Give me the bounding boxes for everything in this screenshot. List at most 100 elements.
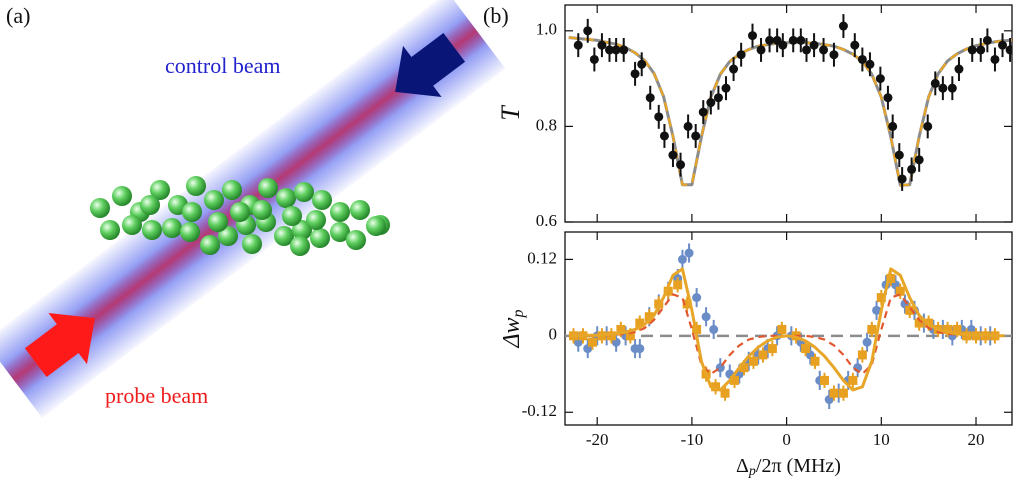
data-point [954,64,964,74]
data-point [673,280,683,290]
data-point [721,83,731,93]
data-point [767,344,777,354]
data-point [883,93,893,103]
data-point [692,293,702,303]
data-point [886,273,896,283]
data-point [611,45,621,55]
atom [274,226,294,246]
data-point [947,83,957,93]
atom [350,200,370,220]
panel-label: (a) [6,3,30,28]
data-point [729,64,739,74]
data-point [862,337,872,347]
data-point [587,337,597,347]
fit-curve [568,36,1012,187]
x-tick-label: -10 [681,430,704,449]
data-point [597,40,607,50]
data-point [682,299,692,309]
atom [140,195,160,215]
atom [330,222,350,242]
data-point [998,40,1008,50]
data-point [684,248,694,258]
atom [100,220,120,240]
data-point [865,59,875,69]
data-point [829,388,839,398]
atom [150,180,170,200]
data-point [709,324,719,334]
data-point [637,59,647,69]
atom [200,235,220,255]
atom [252,200,272,220]
x-tick-label: 20 [968,430,985,449]
data-point [894,150,904,160]
data-point [616,324,626,334]
atom [290,236,310,256]
probe-label: probe beam [105,383,208,408]
data-point [706,98,716,108]
data-point [819,45,829,55]
data-point [875,74,885,84]
data-point [838,388,848,398]
data-point [720,388,730,398]
label-rest: /2π (MHz) [756,455,841,477]
data-point [788,35,798,45]
data-point [730,375,740,385]
y-axis-label: T [496,105,525,121]
data-point [583,26,593,36]
data-point [810,356,820,366]
data-point [701,312,711,322]
atom [186,176,206,196]
atom [204,190,224,210]
data-point [857,54,867,64]
data-point [943,324,953,334]
data-point [857,350,867,360]
data-point [801,344,811,354]
data-point [907,164,917,174]
data-point [1005,45,1012,55]
data-point [605,45,615,55]
atom [90,198,110,218]
data-point [691,131,701,141]
data-point [635,344,645,354]
panel-a: (a) control beam probe beam [0,0,506,418]
data-point [888,121,898,131]
data-point [635,318,645,328]
atom [310,228,330,248]
atom [312,190,332,210]
data-point [748,31,758,41]
data-point [876,293,886,303]
data-point [895,286,905,296]
atom [292,220,312,240]
atom [122,215,142,235]
x-axis-label: Δp/2π (MHz) [736,455,841,480]
chart: 0.6 0.8 1.0 T [496,4,1013,230]
data-point [897,174,907,184]
atom [242,234,262,254]
data-point [659,131,669,141]
atom [230,202,250,222]
plot-area [568,14,1012,191]
data-point [872,305,882,315]
data-point [698,107,708,117]
atom [182,202,202,222]
data-point [756,45,766,55]
data-point [848,375,858,385]
data-point [619,45,629,55]
x-tick-label: 10 [873,430,890,449]
atom [112,186,132,206]
data-point [677,254,687,264]
atom [208,212,228,232]
data-point [982,35,992,45]
data-point [683,121,693,131]
data-point [838,21,848,31]
y-tick-label: 1.0 [536,20,557,39]
x-tick-label: -20 [586,430,609,449]
data-point [625,331,635,341]
probe-arrow [24,313,95,378]
data-point [967,45,977,55]
atom [346,230,366,250]
atom [330,202,350,222]
data-point [796,35,806,45]
data-point [829,50,839,60]
